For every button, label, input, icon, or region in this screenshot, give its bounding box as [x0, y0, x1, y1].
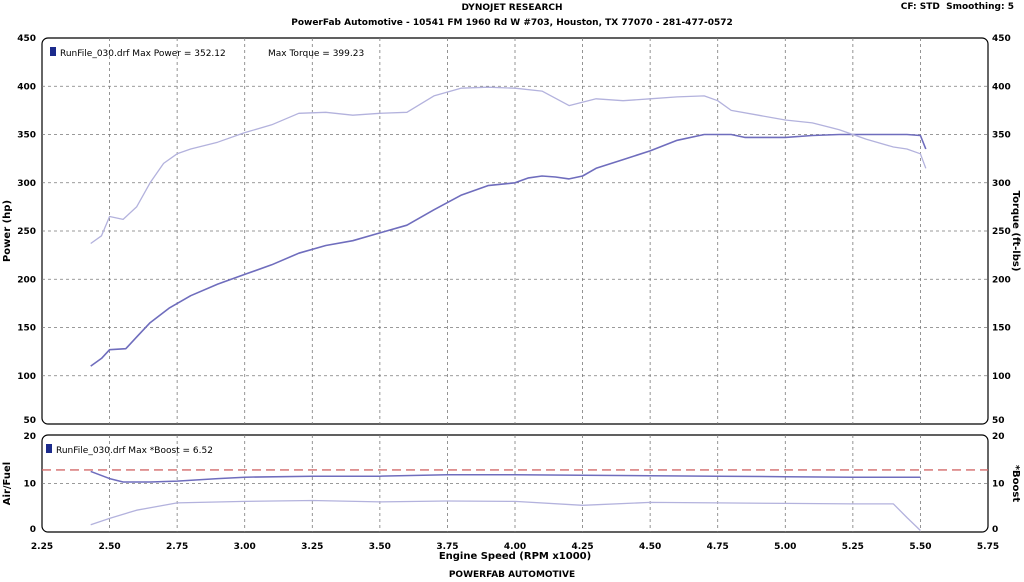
- chart-title: DYNOJET RESEARCH: [461, 3, 563, 13]
- y-tick-label-torque: 350: [992, 131, 1011, 141]
- x-tick-label: 3.75: [436, 542, 458, 552]
- x-tick-label: 4.75: [707, 542, 729, 552]
- x-tick-label: 4.25: [571, 542, 593, 552]
- y-axis-title-power: Power (hp): [2, 200, 13, 262]
- legend-max-boost: RunFile_030.drf Max *Boost = 6.52: [56, 446, 213, 456]
- smoothing-label: Smoothing: 5: [946, 2, 1014, 12]
- chart-subtitle: PowerFab Automotive - 10541 FM 1960 Rd W…: [291, 18, 733, 28]
- x-tick-label: 5.25: [842, 542, 864, 552]
- y-tick-label-torque: 50: [992, 416, 1005, 426]
- y-tick-label-power: 100: [17, 372, 36, 382]
- y-tick-label-torque: 100: [992, 372, 1011, 382]
- y-tick-label-power: 300: [17, 179, 36, 189]
- x-tick-label: 4.50: [639, 542, 661, 552]
- y-tick-label-torque: 150: [992, 324, 1011, 334]
- y-tick-label-power: 200: [17, 275, 36, 285]
- legend-max-torque: Max Torque = 399.23: [268, 49, 364, 59]
- legend-swatch-power: [50, 47, 56, 56]
- y-tick-label-boost: 0: [992, 525, 998, 535]
- footer-shop-name: POWERFAB AUTOMOTIVE: [448, 570, 576, 580]
- y-tick-label-torque: 450: [992, 34, 1011, 44]
- y-tick-label-torque: 200: [992, 275, 1011, 285]
- x-tick-label: 3.00: [234, 542, 256, 552]
- power-curve: [90, 133, 927, 367]
- y-tick-label-torque: 400: [992, 82, 1011, 92]
- legend-max-power: RunFile_030.drf Max Power = 352.12: [60, 49, 226, 59]
- y-tick-label-power: 350: [17, 131, 36, 141]
- y-tick-label-power: 400: [17, 82, 36, 92]
- x-tick-label: 2.25: [31, 542, 53, 552]
- air_fuel-curve: [90, 470, 921, 483]
- y-axis-title-torque: Torque (ft-lbs): [1010, 191, 1021, 272]
- x-tick-label: 4.00: [504, 542, 526, 552]
- x-tick-label: 2.75: [166, 542, 188, 552]
- y-axis-title-air-fuel: Air/Fuel: [2, 462, 13, 505]
- x-tick-label: 5.75: [977, 542, 999, 552]
- torque-curve: [90, 86, 927, 245]
- y-tick-label-power: 50: [23, 416, 36, 426]
- cf-label: CF: STD: [900, 2, 940, 12]
- y-tick-label-boost: 20: [992, 432, 1005, 442]
- y-axis-title-boost: *Boost: [1010, 465, 1021, 503]
- y-tick-label-power: 450: [17, 34, 36, 44]
- y-tick-label-boost: 10: [992, 480, 1005, 490]
- boost-curve: [90, 499, 921, 531]
- y-tick-label-air-fuel: 20: [23, 432, 36, 442]
- x-tick-label: 5.00: [774, 542, 796, 552]
- x-tick-label: 3.25: [301, 542, 323, 552]
- x-tick-label: 3.50: [369, 542, 391, 552]
- y-tick-label-power: 250: [17, 227, 36, 237]
- y-tick-label-torque: 300: [992, 179, 1011, 189]
- x-axis-title: Engine Speed (RPM x1000): [439, 551, 591, 562]
- correction-info: CF: STD Smoothing: 5: [901, 2, 1014, 12]
- y-tick-label-torque: 250: [992, 227, 1011, 237]
- x-tick-label: 2.50: [98, 542, 120, 552]
- x-tick-label: 5.50: [909, 542, 931, 552]
- y-tick-label-power: 150: [17, 324, 36, 334]
- y-tick-label-air-fuel: 10: [23, 480, 36, 490]
- y-tick-label-air-fuel: 0: [30, 525, 36, 535]
- legend-swatch-boost: [46, 444, 52, 453]
